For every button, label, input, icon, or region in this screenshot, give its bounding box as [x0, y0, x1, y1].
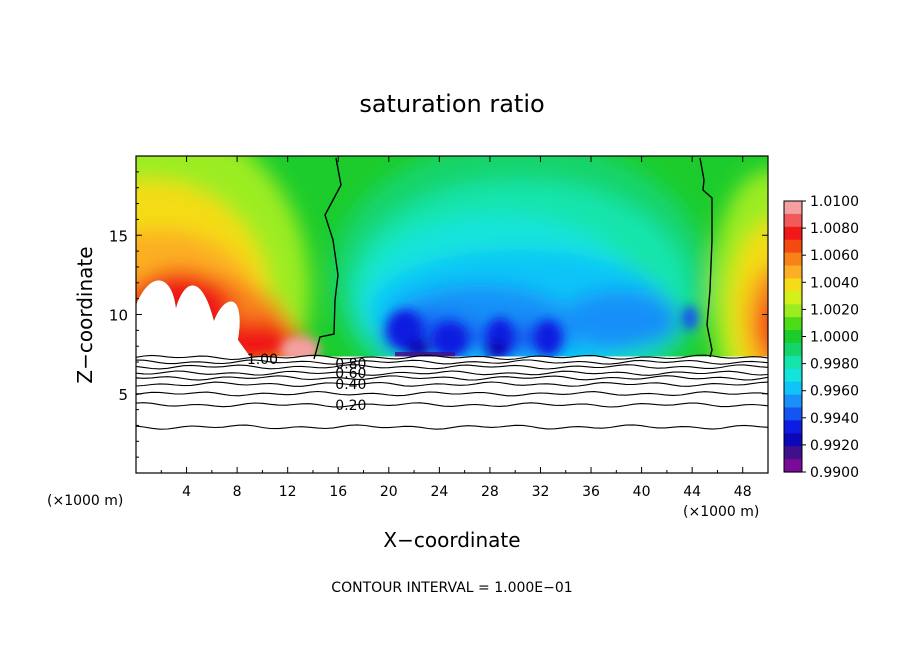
contour-line [136, 424, 768, 430]
x-unit-left: (×1000 m) [47, 493, 123, 509]
colorbar-label: 1.0080 [810, 221, 859, 237]
colorbar-band [784, 433, 802, 447]
colorbar-band [784, 213, 802, 228]
colorbar-label: 0.9900 [810, 465, 859, 481]
x-unit-right: (×1000 m) [683, 504, 759, 520]
colorbar-labels: 1.0100 1.0080 1.0060 1.0040 1.0020 1.0000 0.99… [802, 194, 859, 481]
contour-label: 0.40 [335, 377, 366, 393]
colorbar-band [784, 407, 802, 421]
plot-area [136, 156, 768, 473]
colorbar-label: 1.0060 [810, 248, 859, 264]
contour-label: 0.20 [335, 398, 366, 414]
contour-line [136, 402, 768, 408]
colorbar [783, 200, 803, 473]
colorbar-label: 0.9960 [810, 384, 859, 400]
colorbar-band [784, 278, 802, 292]
colorbar-label: 1.0020 [810, 302, 859, 318]
y-tick-label: 10 [109, 307, 128, 325]
contour-label: 0.80 [335, 357, 366, 373]
x-axis-label: X−coordinate [383, 528, 520, 552]
x-tick-label: 44 [683, 484, 701, 500]
contour-label: 1.00 [247, 352, 278, 368]
x-tick-label: 32 [532, 484, 550, 500]
contour-1-00-left [313, 157, 342, 360]
y-axis-label: Z−coordinate [73, 246, 97, 383]
x-tick-label: 20 [380, 484, 398, 500]
colorbar-label: 1.0000 [810, 330, 859, 346]
contour-line [136, 370, 768, 376]
x-tick-label: 48 [734, 484, 752, 500]
colorbar-band [784, 394, 802, 409]
colorbar-band [784, 330, 802, 344]
x-tick-label: 28 [481, 484, 499, 500]
x-tick-label: 24 [430, 484, 448, 500]
contour-line [136, 359, 768, 365]
contour-interval-note: CONTOUR INTERVAL = 1.000E−01 [331, 580, 572, 596]
colorbar-band [784, 304, 802, 318]
contour-lines [136, 354, 768, 430]
colorbar-label: 1.0040 [810, 275, 859, 291]
contour-1-00-right [699, 157, 713, 358]
x-tick-label: 40 [633, 484, 651, 500]
contour-labels: 1.00 0.800.600.40 0.20 [247, 352, 367, 414]
contour-line [136, 375, 768, 381]
y-axis-ticks: 5 10 15 [109, 171, 768, 458]
y-tick-label: 5 [118, 386, 128, 404]
x-tick-label: 8 [233, 484, 242, 500]
colorbar-label: 1.0100 [810, 194, 859, 210]
colorbar-label: 0.9980 [810, 357, 859, 373]
colorbar-band [784, 252, 802, 267]
colorbar-label: 0.9940 [810, 411, 859, 427]
colorbar-band [784, 381, 802, 396]
x-tick-label: 16 [329, 484, 347, 500]
y-tick-label: 15 [109, 227, 128, 245]
colorbar-band [784, 239, 802, 254]
contour-line [136, 390, 768, 397]
colorbar-band [784, 317, 802, 331]
colorbar-band [784, 226, 802, 241]
colorbar-band [784, 446, 802, 460]
colorbar-band [784, 420, 802, 434]
x-tick-label: 4 [182, 484, 191, 500]
colorbar-band [784, 459, 802, 473]
x-tick-label: 12 [279, 484, 297, 500]
contour-line [136, 381, 768, 387]
colorbar-band [784, 355, 802, 370]
contour-line [136, 364, 768, 370]
colorbar-band [784, 265, 802, 280]
contour-line [136, 354, 768, 361]
contour-label: 0.60 [335, 366, 366, 382]
x-tick-label: 36 [582, 484, 600, 500]
colorbar-band [784, 201, 802, 215]
colorbar-band [784, 368, 802, 383]
x-axis-ticks: 4 8 12 16 20 24 28 32 36 40 44 48 [160, 156, 752, 500]
colorbar-band [784, 291, 802, 305]
chart-title: saturation ratio [359, 90, 544, 118]
colorbar-label: 0.9920 [810, 438, 859, 454]
colorbar-band [784, 342, 802, 357]
